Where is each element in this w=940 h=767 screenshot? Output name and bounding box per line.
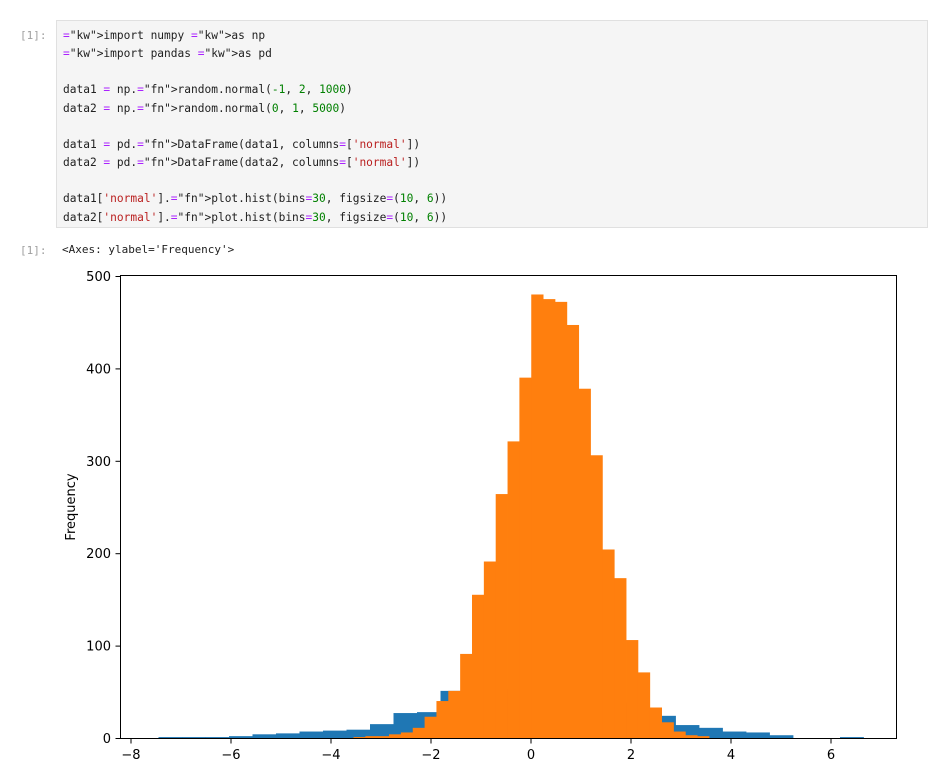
histogram-bar (637, 672, 651, 738)
code-line: ="kw">import pandas ="kw">as pd (63, 47, 272, 61)
histogram-bar (495, 494, 508, 738)
x-tick-label: 2 (627, 748, 635, 763)
histogram-bar (448, 690, 461, 738)
input-prompt: [1]: (20, 29, 47, 42)
plot-area-frame (120, 275, 897, 739)
histogram-bar (460, 653, 473, 738)
code-line: data1 = pd.="fn">DataFrame(data1, column… (63, 137, 421, 151)
y-tick-label: 500 (86, 270, 111, 285)
histogram-bar (554, 301, 568, 738)
code-line: data2 = pd.="fn">DataFrame(data2, column… (63, 156, 421, 170)
histogram-bar (365, 736, 378, 738)
histogram-bar (769, 735, 794, 738)
code-editor[interactable]: ="kw">import numpy ="kw">as np ="kw">imp… (63, 27, 447, 227)
histogram-bar (377, 736, 390, 738)
histogram-bar (389, 734, 402, 738)
histogram-bar (182, 737, 206, 738)
code-line: ="kw">import numpy ="kw">as np (63, 29, 266, 42)
y-axis-ticks: 0 100 200 300 400 500 (86, 270, 121, 747)
histogram-chart: −8 −6 −4 −2 0 2 4 6 0 100 200 300 400 500 Frequency (64, 270, 897, 763)
histogram-bar (661, 722, 674, 738)
histogram-bar (346, 729, 371, 738)
histogram-bar (531, 294, 544, 738)
histogram-bar (697, 736, 710, 738)
histogram-bar (353, 737, 366, 738)
histogram-bar (519, 377, 532, 738)
x-tick-label: −4 (321, 748, 340, 763)
histogram-bar (578, 388, 591, 738)
histogram-bar (276, 733, 300, 738)
histogram-bar (323, 730, 347, 738)
code-line: data2 = np.="fn">random.normal(0, 1, 500… (63, 101, 347, 115)
histogram-bar (614, 578, 627, 738)
y-tick-label: 0 (103, 732, 111, 747)
x-tick-label: 6 (827, 748, 835, 763)
code-line: data1['normal'].="fn">plot.hist(bins=30,… (63, 192, 448, 206)
histogram-bar (299, 731, 324, 738)
histogram-bar (483, 561, 497, 738)
code-cell[interactable]: ="kw">import numpy ="kw">as np ="kw">imp… (56, 20, 928, 228)
histogram-bar (673, 731, 686, 738)
histogram-bar (412, 727, 425, 738)
histogram-bar (543, 299, 556, 738)
y-tick-label: 200 (86, 547, 111, 562)
histogram-bar (252, 734, 277, 738)
x-tick-label: −8 (121, 748, 140, 763)
x-tick-label: 4 (727, 748, 735, 763)
histogram-bar (436, 701, 449, 738)
histogram-bar (205, 737, 230, 738)
histogram-bar (424, 716, 437, 738)
histogram-bar (602, 549, 615, 738)
x-tick-label: −2 (421, 748, 440, 763)
y-tick-label: 100 (86, 640, 111, 655)
y-tick-label: 400 (86, 362, 111, 377)
x-axis-ticks: −8 −6 −4 −2 0 2 4 6 (121, 738, 835, 763)
output-text: <Axes: ylabel='Frequency'> (62, 243, 235, 256)
x-tick-label: −6 (221, 748, 240, 763)
histogram-bar (699, 727, 723, 738)
histogram-bar (649, 707, 662, 738)
histogram-bar (472, 594, 485, 738)
histogram-bar (393, 713, 418, 738)
histogram-bar (746, 732, 770, 738)
code-line: data1 = np.="fn">random.normal(-1, 2, 10… (63, 83, 353, 97)
histogram-bar (158, 737, 183, 738)
histogram-bar (840, 737, 864, 738)
output-prompt: [1]: (20, 244, 47, 257)
y-axis-label: Frequency (64, 473, 79, 540)
series-2-bars (353, 294, 710, 738)
y-tick-label: 300 (86, 455, 111, 470)
histogram-bar (590, 455, 603, 738)
histogram-bar (566, 324, 580, 738)
histogram-bar (685, 735, 698, 738)
x-tick-label: 0 (527, 748, 535, 763)
histogram-bar (626, 640, 639, 738)
histogram-bar (370, 724, 394, 738)
histogram-bar (400, 732, 414, 738)
code-line: data2['normal'].="fn">plot.hist(bins=30,… (63, 210, 448, 224)
histogram-bar (507, 441, 520, 738)
histogram-bar (229, 736, 253, 738)
histogram-bar (722, 731, 747, 738)
